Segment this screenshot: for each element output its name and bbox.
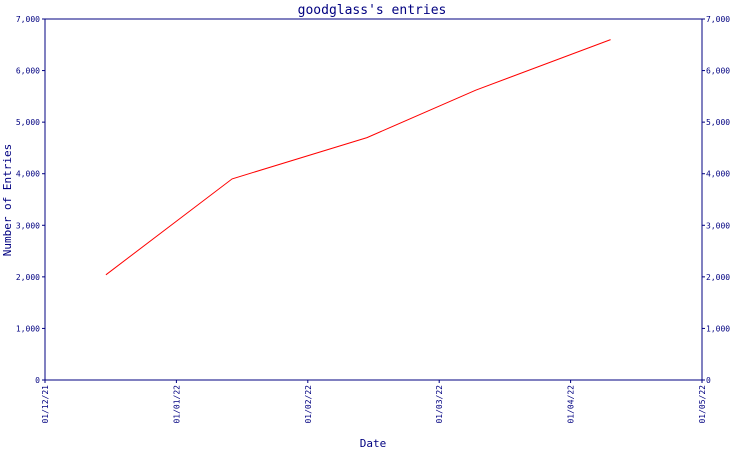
y-axis-right: 0 1,000 2,000 3,000 4,000 5,000 6,000 7,000 [702,15,730,385]
y-tick-right-label: 3,000 [706,221,730,230]
y-tick-left-label: 7,000 [16,15,40,24]
x-tick-label: 01/04/22 [567,385,576,424]
y-tick-right-label: 4,000 [706,170,730,179]
y-tick-right-label: 2,000 [706,273,730,282]
x-tick-label: 01/02/22 [304,385,313,424]
x-axis-label: Date [360,437,387,450]
y-tick-right-label: 5,000 [706,118,730,127]
y-tick-left-label: 5,000 [16,118,40,127]
y-tick-left-label: 3,000 [16,221,40,230]
y-tick-left-label: 1,000 [16,324,40,333]
x-tick-label: 01/05/22 [698,385,707,424]
y-tick-right-label: 7,000 [706,15,730,24]
series-layer [105,39,611,276]
y-tick-left-label: 4,000 [16,170,40,179]
y-tick-left-label: 6,000 [16,67,40,76]
y-axis-label: Number of Entries [1,144,14,257]
y-tick-right-label: 1,000 [706,324,730,333]
y-tick-left-label: 2,000 [16,273,40,282]
y-tick-right-label: 0 [706,376,711,385]
y-tick-left-label: 0 [35,376,40,385]
y-tick-right-label: 6,000 [706,67,730,76]
x-tick-label: 01/03/22 [435,385,444,424]
plot-area-frame [44,18,703,381]
x-axis: 01/12/21 01/01/22 01/02/22 01/03/22 01/04/22… [41,380,707,424]
y-axis-left: 0 1,000 2,000 3,000 4,000 5,000 6,000 7,000 [16,15,45,385]
series-line-entries [105,39,611,276]
x-tick-label: 01/12/21 [41,385,50,424]
x-tick-label: 01/01/22 [172,385,181,424]
chart-title: goodglass's entries [298,3,447,18]
